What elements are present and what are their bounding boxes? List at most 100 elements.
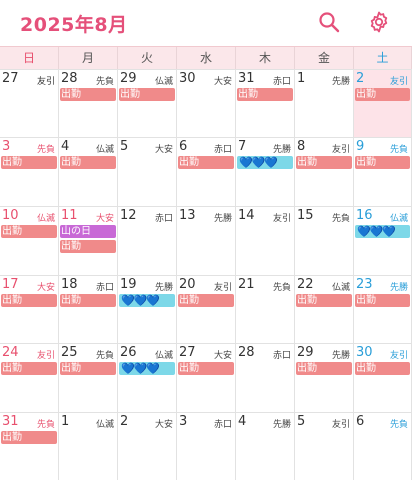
heart-event[interactable]: 💙💙💙 <box>355 225 410 238</box>
day-cell[interactable]: 30 友引 出勤 <box>354 344 412 412</box>
day-cell[interactable]: 30 大安 <box>177 70 236 137</box>
day-cell[interactable]: 26 仏滅 💙💙💙 <box>118 344 177 412</box>
day-cell[interactable]: 21 先負 <box>236 276 295 343</box>
day-number: 12 <box>120 208 137 223</box>
work-shift-event[interactable]: 出勤 <box>1 156 57 169</box>
rokuyo-label: 大安 <box>95 214 114 224</box>
day-cell[interactable]: 4 仏滅 出勤 <box>59 138 118 206</box>
day-cell[interactable]: 20 友引 出勤 <box>177 276 236 343</box>
day-cell[interactable]: 1 先勝 <box>295 70 354 137</box>
month-title[interactable]: 2025年8月 <box>20 14 128 36</box>
day-number: 25 <box>61 345 78 360</box>
work-shift-event[interactable]: 出勤 <box>1 362 57 375</box>
work-shift-event[interactable]: 出勤 <box>237 88 293 101</box>
rokuyo-label: 先勝 <box>272 420 291 430</box>
day-cell[interactable]: 15 先負 <box>295 207 354 275</box>
work-shift-event[interactable]: 出勤 <box>296 156 352 169</box>
work-shift-event[interactable]: 出勤 <box>60 294 116 307</box>
day-cell[interactable]: 14 友引 <box>236 207 295 275</box>
day-number: 21 <box>238 277 255 292</box>
day-cell[interactable]: 6 先負 <box>354 413 412 480</box>
day-cell[interactable]: 22 仏滅 出勤 <box>295 276 354 343</box>
day-cell[interactable]: 4 先勝 <box>236 413 295 480</box>
day-number: 4 <box>61 139 70 154</box>
work-shift-event[interactable]: 出勤 <box>1 431 57 444</box>
rokuyo-label: 仏滅 <box>154 351 173 361</box>
day-cell[interactable]: 17 大安 出勤 <box>0 276 59 343</box>
day-cell[interactable]: 29 仏滅 出勤 <box>118 70 177 137</box>
work-shift-event[interactable]: 出勤 <box>60 156 116 169</box>
day-cell[interactable]: 27 友引 <box>0 70 59 137</box>
weekday-label: 土 <box>354 47 412 69</box>
rokuyo-label: 仏滅 <box>95 420 114 430</box>
work-shift-event[interactable]: 出勤 <box>355 294 410 307</box>
day-cell[interactable]: 10 仏滅 出勤 <box>0 207 59 275</box>
settings-button[interactable] <box>366 9 392 35</box>
rokuyo-label: 仏滅 <box>36 214 55 224</box>
day-cell[interactable]: 19 先勝 💙💙💙 <box>118 276 177 343</box>
day-cell[interactable]: 18 赤口 出勤 <box>59 276 118 343</box>
day-cell[interactable]: 7 先勝 💙💙💙 <box>236 138 295 206</box>
day-cell[interactable]: 5 友引 <box>295 413 354 480</box>
rokuyo-label: 友引 <box>331 145 350 155</box>
work-shift-event[interactable]: 出勤 <box>119 88 175 101</box>
day-cell[interactable]: 31 先負 出勤 <box>0 413 59 480</box>
day-number: 27 <box>179 345 196 360</box>
day-cell[interactable]: 5 大安 <box>118 138 177 206</box>
search-button[interactable] <box>316 9 342 35</box>
work-shift-event[interactable]: 出勤 <box>355 362 410 375</box>
day-cell[interactable]: 2 大安 <box>118 413 177 480</box>
day-number: 17 <box>2 277 19 292</box>
work-shift-event[interactable]: 出勤 <box>1 225 57 238</box>
day-cell[interactable]: 28 赤口 <box>236 344 295 412</box>
rokuyo-label: 先負 <box>389 420 408 430</box>
day-cell[interactable]: 12 赤口 <box>118 207 177 275</box>
day-cell[interactable]: 9 先負 出勤 <box>354 138 412 206</box>
day-cell[interactable]: 16 仏滅 💙💙💙 <box>354 207 412 275</box>
day-number: 10 <box>2 208 19 223</box>
day-cell[interactable]: 3 先負 出勤 <box>0 138 59 206</box>
day-cell[interactable]: 27 大安 出勤 <box>177 344 236 412</box>
day-cell[interactable]: 2 友引 出勤 <box>354 70 412 137</box>
day-cell[interactable]: 23 先勝 出勤 <box>354 276 412 343</box>
day-number: 7 <box>238 139 247 154</box>
heart-event[interactable]: 💙💙💙 <box>119 362 175 375</box>
work-shift-event[interactable]: 出勤 <box>296 362 352 375</box>
rokuyo-label: 友引 <box>272 214 291 224</box>
day-cell[interactable]: 3 赤口 <box>177 413 236 480</box>
work-shift-event[interactable]: 出勤 <box>355 156 410 169</box>
work-shift-event[interactable]: 出勤 <box>60 362 116 375</box>
work-shift-event[interactable]: 出勤 <box>178 362 234 375</box>
rokuyo-label: 先負 <box>272 283 291 293</box>
day-number: 6 <box>179 139 188 154</box>
work-shift-event[interactable]: 出勤 <box>355 88 410 101</box>
work-shift-event[interactable]: 出勤 <box>296 294 352 307</box>
day-cell[interactable]: 6 赤口 出勤 <box>177 138 236 206</box>
holiday-event[interactable]: 山の日 <box>60 225 116 238</box>
heart-event[interactable]: 💙💙💙 <box>119 294 175 307</box>
work-shift-event[interactable]: 出勤 <box>178 156 234 169</box>
rokuyo-label: 友引 <box>331 420 350 430</box>
day-cell[interactable]: 24 友引 出勤 <box>0 344 59 412</box>
work-shift-event[interactable]: 出勤 <box>178 294 234 307</box>
work-shift-event[interactable]: 出勤 <box>60 88 116 101</box>
rokuyo-label: 先負 <box>95 77 114 87</box>
day-number: 28 <box>61 71 78 86</box>
rokuyo-label: 赤口 <box>95 283 114 293</box>
day-cell[interactable]: 29 先勝 出勤 <box>295 344 354 412</box>
day-cell[interactable]: 31 赤口 出勤 <box>236 70 295 137</box>
day-cell[interactable]: 1 仏滅 <box>59 413 118 480</box>
day-cell[interactable]: 28 先負 出勤 <box>59 70 118 137</box>
day-number: 29 <box>297 345 314 360</box>
day-cell[interactable]: 8 友引 出勤 <box>295 138 354 206</box>
heart-event[interactable]: 💙💙💙 <box>237 156 293 169</box>
work-shift-event[interactable]: 出勤 <box>1 294 57 307</box>
day-cell[interactable]: 13 先勝 <box>177 207 236 275</box>
day-number: 2 <box>120 414 129 429</box>
day-cell[interactable]: 25 先負 出勤 <box>59 344 118 412</box>
rokuyo-label: 赤口 <box>213 420 232 430</box>
day-cell[interactable]: 11 大安 山の日 出勤 <box>59 207 118 275</box>
weekday-label: 火 <box>118 47 177 69</box>
work-shift-event[interactable]: 出勤 <box>60 240 116 253</box>
day-number: 27 <box>2 71 19 86</box>
